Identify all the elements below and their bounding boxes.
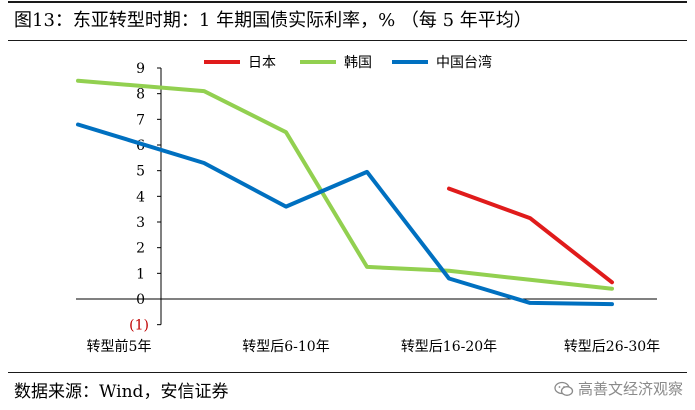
x-tick-label: 转型后6-10年 xyxy=(242,339,329,355)
watermark-text: 高善文经济观察 xyxy=(577,380,683,398)
title-rule xyxy=(8,40,687,41)
chart-series xyxy=(76,78,614,307)
x-tick-label: 转型后16-20年 xyxy=(401,339,497,355)
legend-label: 中国台湾 xyxy=(436,54,492,71)
y-tick-label: 8 xyxy=(136,87,145,103)
y-tick-label: 2 xyxy=(136,241,145,257)
chart-legend: 日本 韩国 中国台湾 xyxy=(204,54,492,71)
source-note: 数据来源：Wind，安信证券 xyxy=(14,382,229,402)
legend-label: 韩国 xyxy=(344,55,372,71)
source-rule xyxy=(8,372,687,373)
series-line-日本 xyxy=(447,186,614,285)
chart-title: 图13：东亚转型时期：1 年期国债实际利率，% （每 5 年平均） xyxy=(14,10,532,31)
top-rule xyxy=(8,1,687,3)
y-tick-label: 6 xyxy=(136,138,145,154)
y-tick-label: 4 xyxy=(136,189,145,205)
x-tick-label: 转型前5年 xyxy=(87,338,152,355)
x-tick-label: 转型后26-30年 xyxy=(564,339,660,355)
y-tick-label: 7 xyxy=(136,112,145,128)
y-tick-label: 9 xyxy=(136,61,145,77)
chart-axes: 9 8 7 6 5 4 3 2 1 0 (1) 转型前5年 转型后6-10年 转型后16-20年 转型后26… xyxy=(76,61,660,355)
watermark: 高善文经济观察 xyxy=(554,378,683,399)
y-tick-label-negative: (1) xyxy=(129,318,149,334)
wechat-icon xyxy=(554,381,574,396)
y-tick-label: 3 xyxy=(136,215,145,231)
series-line-中国台湾 xyxy=(76,122,614,307)
y-tick-label: 5 xyxy=(136,164,145,180)
y-tick-label: 0 xyxy=(136,292,145,308)
series-line-韩国 xyxy=(76,78,614,291)
line-chart: 9 8 7 6 5 4 3 2 1 0 (1) 转型前5年 转型后6-10年 转型后16-20年 转型后26… xyxy=(76,54,660,355)
legend-label: 日本 xyxy=(248,55,276,71)
y-tick-label: 1 xyxy=(136,266,145,282)
